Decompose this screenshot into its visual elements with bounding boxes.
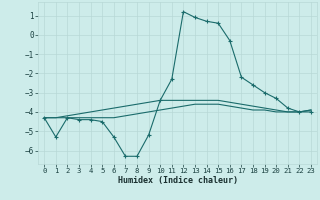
X-axis label: Humidex (Indice chaleur): Humidex (Indice chaleur) — [118, 176, 238, 185]
